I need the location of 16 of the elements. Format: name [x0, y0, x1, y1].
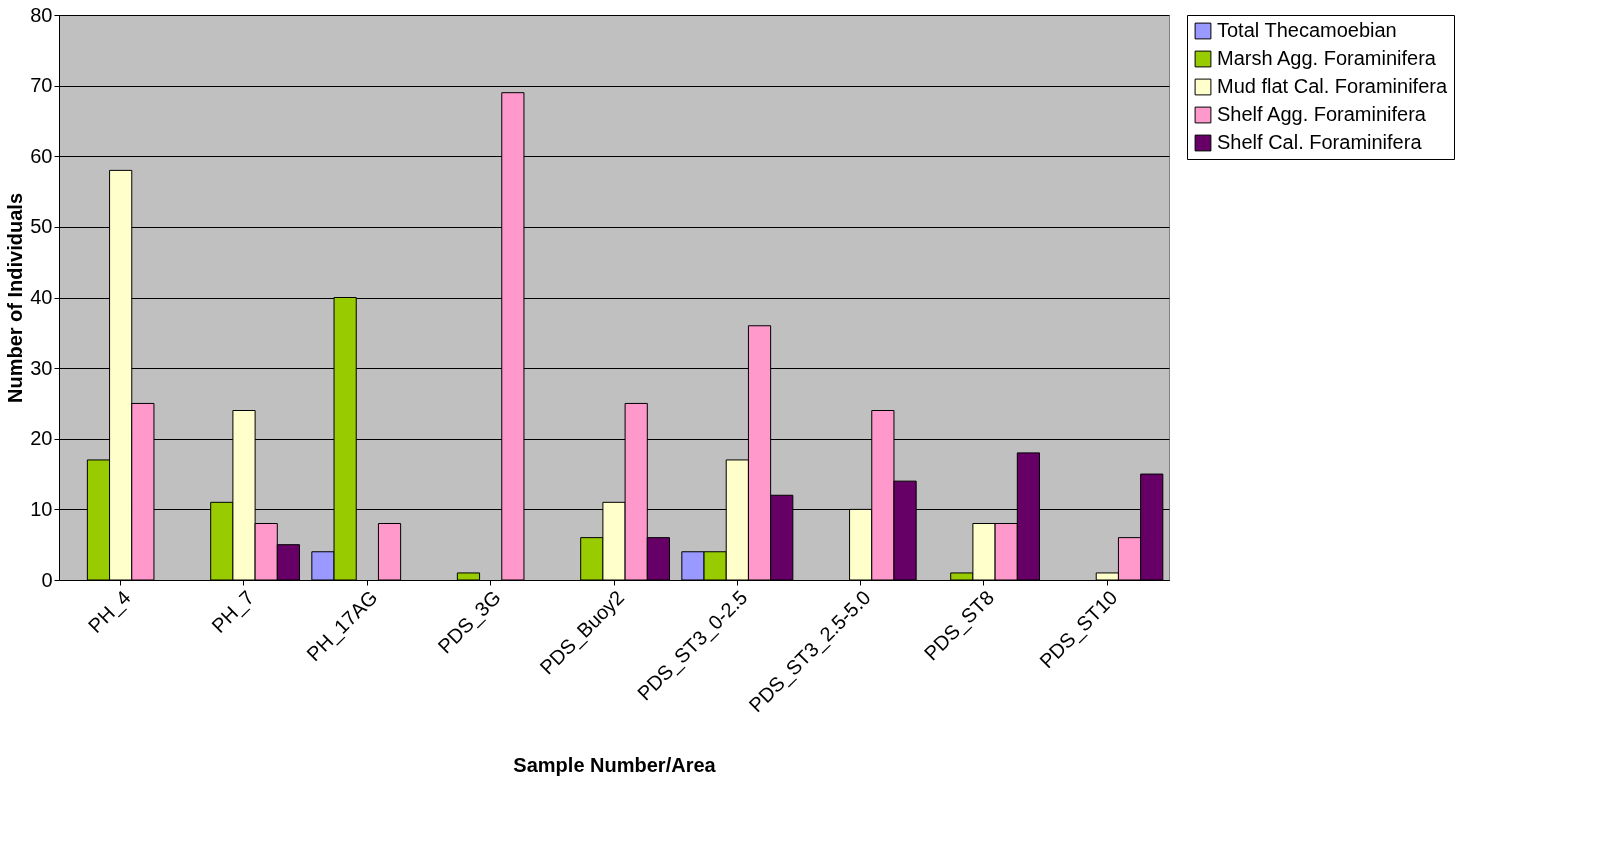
y-tick-label: 80 [30, 3, 53, 26]
legend-label: Shelf Agg. Foraminifera [1217, 103, 1427, 125]
x-axis-title: Sample Number/Area [513, 754, 717, 777]
y-tick-label: 30 [30, 356, 53, 379]
y-tick-label: 10 [30, 497, 53, 520]
legend-label: Mud flat Cal. Foraminifera [1217, 75, 1448, 97]
y-tick-label: 0 [41, 568, 53, 591]
y-tick-label: 70 [30, 74, 53, 97]
legend-label: Marsh Agg. Foraminifera [1217, 47, 1437, 69]
legend-label: Shelf Cal. Foraminifera [1217, 131, 1423, 153]
y-tick-label: 20 [30, 427, 53, 450]
y-axis-title: Number of Individuals [4, 192, 27, 404]
y-tick-label: 50 [30, 215, 53, 238]
legend-label: Total Thecamoebian [1217, 19, 1397, 41]
y-tick-label: 40 [30, 286, 53, 308]
y-tick-label: 60 [30, 144, 53, 167]
